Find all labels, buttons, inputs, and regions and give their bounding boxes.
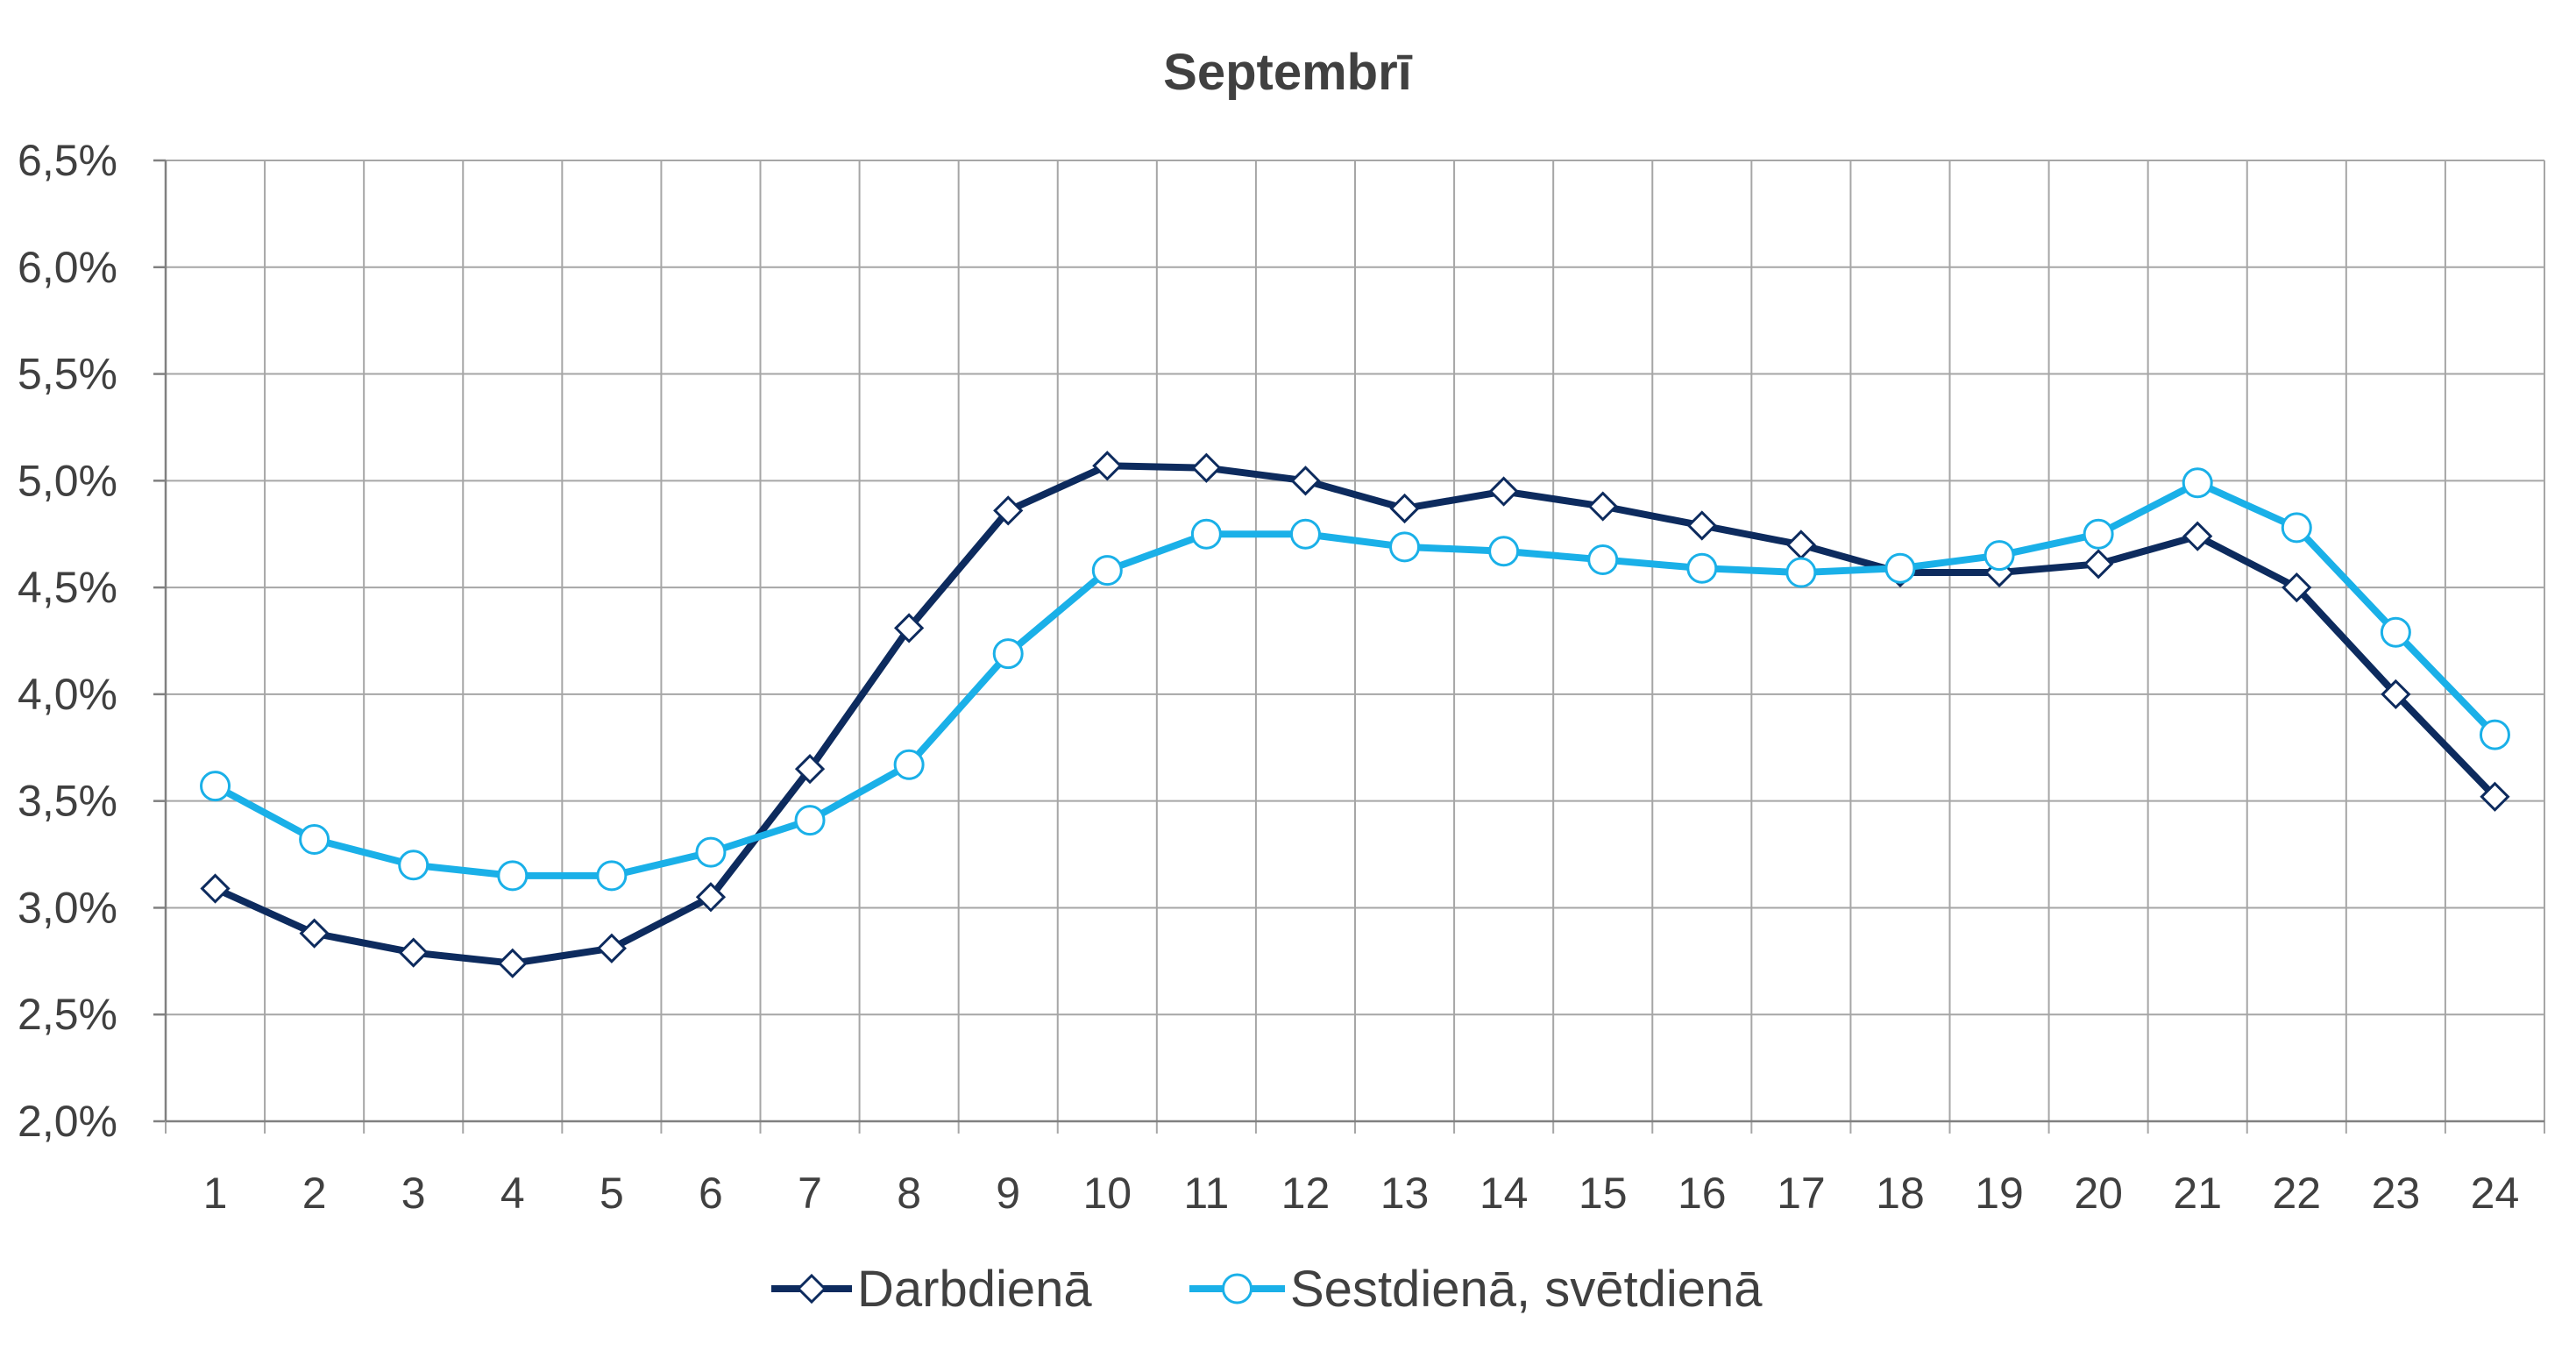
y-tick-label: 4,0% [18,670,117,719]
data-point [2480,781,2510,812]
data-point [794,754,826,785]
y-tick-label: 2,5% [18,990,117,1039]
data-point [1785,557,1817,588]
data-point [2182,521,2213,551]
legend-label: Sestdienā, svētdienā [1290,1261,1763,1318]
data-point [398,850,429,881]
data-point [1389,493,1420,524]
legend-marker [796,1273,827,1305]
data-point [2083,518,2114,550]
data-point [1686,552,1718,584]
series-line [213,479,2498,879]
series-lines [200,451,2510,978]
data-point [993,495,1024,526]
data-point [1389,531,1421,563]
x-tick-label: 12 [1281,1169,1331,1218]
x-tick-label: 10 [1082,1169,1132,1218]
data-point [1191,452,1222,483]
data-point [1190,518,1222,550]
y-tick-label: 6,0% [18,243,117,292]
x-tick-label: 5 [600,1169,624,1218]
x-tick-label: 17 [1777,1169,1826,1218]
x-tick-label: 9 [996,1169,1020,1218]
grid [153,159,2545,1134]
y-tick-label: 5,0% [18,456,117,505]
y-tick-label: 5,5% [18,350,117,399]
data-point [1587,544,1619,575]
data-point [299,824,330,856]
data-point [992,638,1024,670]
data-point [894,613,925,643]
data-point [1091,555,1123,587]
x-tick-label: 21 [2173,1169,2222,1218]
x-tick-label: 6 [699,1169,723,1218]
legend-item: Darbdienā [771,1261,1092,1318]
data-point [2380,616,2411,648]
y-tick-label: 4,5% [18,563,117,612]
data-point [1785,530,1817,560]
data-point [2479,719,2510,750]
x-tick-label: 4 [500,1169,525,1218]
x-tick-label: 24 [2471,1169,2520,1218]
x-tick-label: 14 [1480,1169,1529,1218]
data-point [596,933,627,963]
series-line [213,462,2498,967]
x-tick-label: 23 [2372,1169,2421,1218]
data-point [497,860,529,892]
data-point [1092,451,1123,481]
data-point [1587,491,1618,522]
x-tick-label: 22 [2272,1169,2321,1218]
x-tick-label: 19 [1975,1169,2024,1218]
data-point [1289,518,1321,550]
data-point [596,860,628,892]
data-point [200,771,231,802]
x-tick-label: 15 [1579,1169,1628,1218]
legend: Darbdienā Sestdienā, svētdienā [771,1261,1763,1318]
data-point [1884,552,1916,584]
data-point [497,948,528,978]
x-tick-label: 11 [1183,1169,1229,1218]
data-point [398,937,429,968]
y-tick-label: 3,5% [18,777,117,826]
data-point [2281,572,2312,603]
x-tick-label: 2 [302,1169,327,1218]
legend-label: Darbdienā [857,1261,1092,1318]
data-point [2182,467,2213,499]
data-point [299,918,330,949]
data-point [1488,476,1519,507]
data-point [1488,536,1520,567]
data-point [695,836,727,868]
data-point [794,805,826,836]
data-point [2381,679,2411,710]
chart-title: Septembrī [1163,44,1413,101]
y-tick-label: 2,0% [18,1097,117,1146]
data-point [2281,512,2312,544]
x-tick-label: 18 [1876,1169,1925,1218]
legend-item: Sestdienā, svētdienā [1189,1261,1763,1318]
x-tick-label: 8 [897,1169,921,1218]
data-point [200,873,231,904]
x-axis-tick-labels: 1 2 3 4 5 6 7 8 9 10 11 12 13 14 15 16 17 18 19 20 21 22 23 24 [203,1169,2520,1218]
series-2 [200,467,2510,892]
x-tick-label: 3 [401,1169,426,1218]
data-point [893,749,925,780]
y-axis-tick-labels: 2,0% 2,5% 3,0% 3,5% 4,0% 4,5% 5,0% 5,5% 6,0% 6,5% [18,136,117,1146]
x-tick-label: 13 [1380,1169,1430,1218]
data-point [695,882,727,913]
data-point [2083,549,2114,579]
y-tick-label: 3,0% [18,883,117,932]
legend-marker [1222,1273,1253,1305]
x-tick-label: 16 [1678,1169,1727,1218]
data-point [1290,466,1321,496]
data-point [1686,510,1717,541]
y-tick-label: 6,5% [18,136,117,185]
x-tick-label: 1 [203,1169,228,1218]
data-point [1983,540,2015,572]
x-tick-label: 7 [798,1169,822,1218]
x-tick-label: 20 [2074,1169,2123,1218]
